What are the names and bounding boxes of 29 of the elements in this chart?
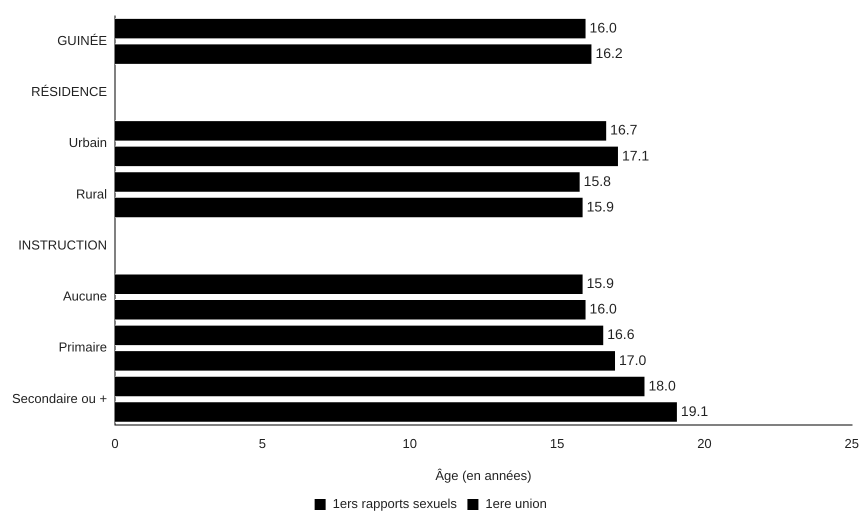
y-tick-label: Aucune xyxy=(62,288,108,304)
x-tick-label: 25 xyxy=(844,436,860,452)
data-label: 16.6 xyxy=(607,326,635,342)
x-tick-label: 15 xyxy=(550,436,564,452)
y-tick-label: Urbain xyxy=(68,135,108,150)
data-label: 16.2 xyxy=(595,45,623,62)
x-axis-title: Âge (en années) xyxy=(435,468,532,483)
legend-label: 1ere union xyxy=(485,496,547,512)
y-tick-label: GUINÉE xyxy=(57,32,108,48)
data-label: 17.1 xyxy=(622,147,650,164)
y-tick-label: Rural xyxy=(76,186,108,202)
y-tick-label: Secondaire ou + xyxy=(12,390,108,406)
legend-label: 1ers rapports sexuels xyxy=(332,496,458,512)
x-tick-label: 0 xyxy=(111,436,119,452)
x-tick-label: 5 xyxy=(258,436,266,452)
x-tick-label: 10 xyxy=(402,436,417,452)
data-label: 16.0 xyxy=(590,300,618,317)
y-tick-label: RÉSIDENCE xyxy=(31,84,108,100)
data-label: 15.8 xyxy=(584,172,612,189)
data-label: 19.1 xyxy=(680,402,708,419)
y-tick-label: INSTRUCTION xyxy=(18,237,108,252)
y-tick-label: Primaire xyxy=(58,340,108,355)
data-label: 16.7 xyxy=(610,122,638,138)
x-tick-label: 20 xyxy=(697,436,712,452)
data-label: 18.0 xyxy=(648,377,676,394)
data-label: 17.0 xyxy=(619,352,646,368)
data-label: 16.0 xyxy=(590,19,618,36)
data-label: 15.9 xyxy=(586,198,614,214)
data-label: 15.9 xyxy=(586,275,614,292)
